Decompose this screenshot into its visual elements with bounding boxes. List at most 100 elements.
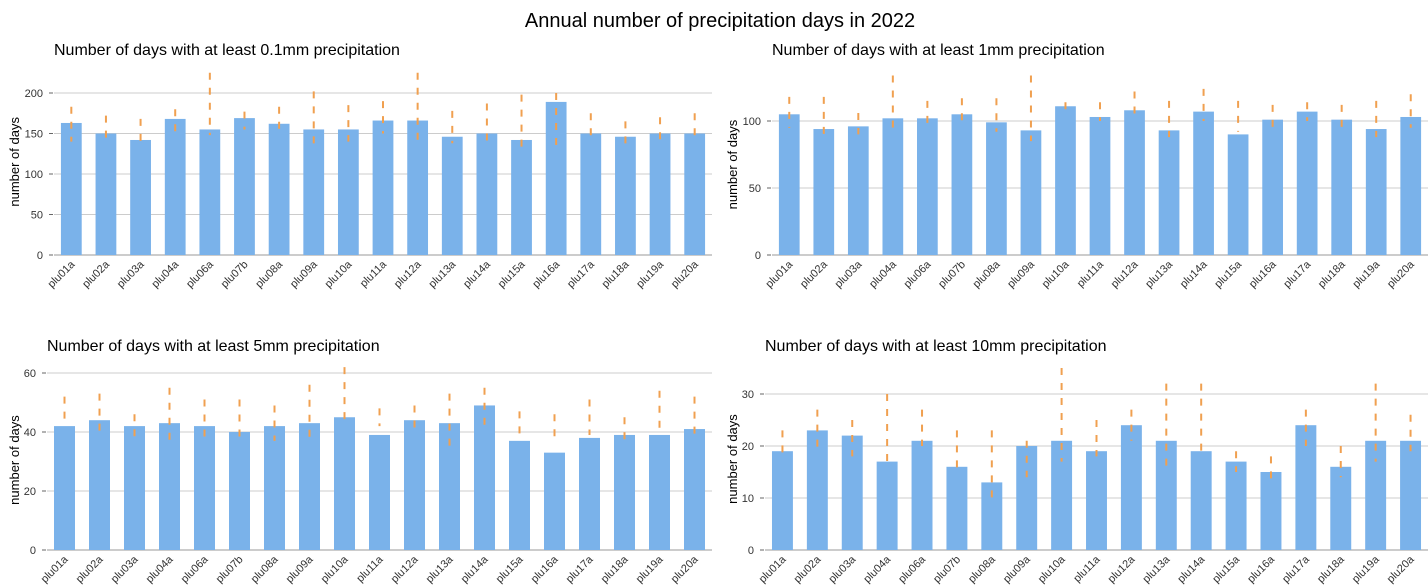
bar-plu12a [1124, 110, 1145, 255]
x-tick-label: plu19a [1350, 553, 1382, 585]
x-tick-label: plu16a [1247, 258, 1279, 290]
bar-plu06a [911, 440, 933, 550]
bar-plu07b [951, 114, 973, 255]
y-tick-label: 20 [24, 486, 36, 498]
x-tick-label: plu11a [354, 553, 386, 585]
bar-plu15a [511, 139, 532, 255]
x-tick-label: plu01a [757, 553, 789, 585]
x-tick-label: plu18a [1315, 553, 1347, 585]
y-axis-label: number of days [7, 117, 22, 207]
x-tick-label: plu03a [109, 553, 141, 585]
bar-plu14a [1190, 451, 1212, 550]
y-tick-label: 0 [755, 250, 761, 262]
panel-title-3: Number of days with at least 10mm precip… [765, 338, 1107, 355]
bar-plu01a [60, 122, 82, 255]
bar-plu18a [614, 434, 635, 550]
bar-plu03a [130, 139, 151, 255]
x-tick-label: plu16a [530, 258, 562, 290]
bar-plu14a [474, 405, 495, 550]
bar-plu06a [917, 118, 938, 255]
x-tick-label: plu20a [669, 553, 701, 585]
x-tick-label: plu08a [253, 258, 285, 290]
panel-title-1: Number of days with at least 1mm precipi… [772, 42, 1105, 59]
x-tick-label: plu06a [896, 553, 928, 585]
bar-plu13a [441, 136, 463, 255]
x-tick-label: plu20a [669, 258, 701, 290]
x-tick-label: plu03a [115, 258, 147, 290]
bar-plu12a [1120, 425, 1142, 550]
bar-plu10a [1055, 106, 1076, 255]
x-tick-label: plu09a [1001, 553, 1033, 585]
bar-plu01a [54, 426, 75, 550]
bar-plu19a [1365, 440, 1387, 550]
bar-plu14a [1193, 111, 1214, 256]
x-tick-label: plu06a [902, 258, 934, 290]
x-tick-label: plu14a [1178, 258, 1210, 290]
x-tick-label: plu17a [1281, 258, 1313, 290]
bar-plu15a [1225, 461, 1247, 550]
x-tick-label: plu16a [529, 553, 561, 585]
bar-plu12a [404, 420, 425, 550]
x-tick-label: plu08a [971, 258, 1003, 290]
bar-plu20a [1400, 116, 1422, 255]
x-tick-label: plu17a [564, 553, 596, 585]
x-tick-label: plu12a [1106, 553, 1138, 585]
x-tick-label: plu04a [861, 553, 893, 585]
bar-plu09a [299, 423, 320, 550]
x-tick-label: plu07b [931, 554, 963, 586]
x-tick-label: plu13a [1141, 553, 1173, 585]
x-tick-label: plu10a [1040, 258, 1072, 290]
x-tick-label: plu04a [144, 553, 176, 585]
x-tick-label: plu19a [634, 553, 666, 585]
x-tick-label: plu09a [1005, 258, 1037, 290]
bar-plu09a [303, 129, 325, 255]
bar-plu18a [1330, 466, 1352, 550]
bar-plu20a [1400, 440, 1422, 550]
bar-plu03a [124, 426, 145, 550]
x-tick-label: plu19a [634, 258, 666, 290]
bar-plu19a [1365, 129, 1387, 255]
x-tick-label: plu09a [288, 258, 320, 290]
x-tick-label: plu10a [319, 553, 351, 585]
panel-title-0: Number of days with at least 0.1mm preci… [54, 42, 400, 59]
y-tick-label: 0 [37, 250, 43, 262]
y-tick-label: 30 [742, 389, 754, 401]
x-tick-label: plu11a [358, 258, 390, 290]
x-tick-label: plu14a [459, 553, 491, 585]
y-axis-label: number of days [725, 119, 740, 209]
x-tick-label: plu13a [427, 258, 459, 290]
x-tick-label: plu02a [74, 553, 106, 585]
x-tick-label: plu03a [833, 258, 865, 290]
x-tick-label: plu15a [494, 553, 526, 585]
bar-plu13a [1155, 440, 1177, 550]
bar-plu12a [407, 120, 429, 255]
x-tick-label: plu19a [1350, 258, 1382, 290]
bar-plu08a [981, 482, 1003, 550]
bar-plu08a [986, 122, 1007, 255]
bar-plu16a [545, 101, 567, 255]
x-tick-label: plu06a [179, 553, 211, 585]
y-tick-label: 50 [749, 183, 761, 195]
x-tick-label: plu14a [1175, 553, 1207, 585]
bar-plu11a [1089, 116, 1111, 255]
bar-plu10a [1051, 440, 1073, 550]
x-tick-label: plu07b [214, 554, 246, 586]
bar-plu13a [439, 423, 460, 550]
x-tick-label: plu11a [1071, 553, 1103, 585]
x-tick-label: plu15a [1212, 258, 1244, 290]
bar-plu02a [806, 430, 828, 550]
y-axis-label: number of days [7, 415, 22, 505]
bar-plu03a [841, 435, 863, 550]
x-tick-label: plu11a [1075, 258, 1107, 290]
bar-plu18a [1331, 119, 1353, 255]
bar-plu17a [1295, 425, 1317, 550]
bar-plu18a [615, 136, 636, 255]
y-axis-label: number of days [725, 414, 740, 504]
x-tick-label: plu14a [461, 258, 493, 290]
bar-plu06a [199, 129, 221, 255]
x-tick-label: plu04a [867, 258, 899, 290]
bar-plu16a [1262, 119, 1283, 255]
bar-plu03a [847, 126, 869, 255]
